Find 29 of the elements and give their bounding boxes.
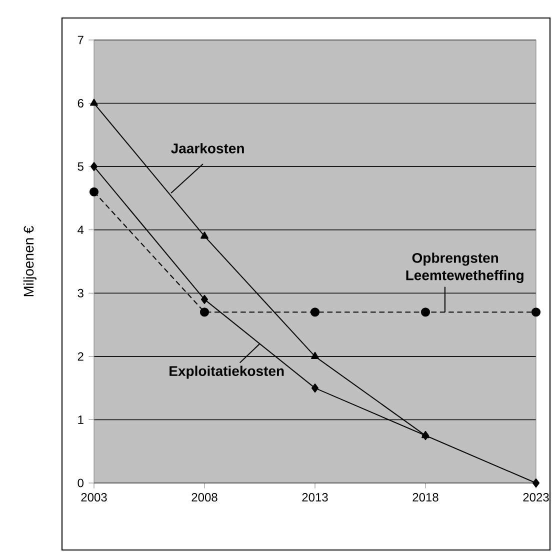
point bbox=[310, 308, 320, 317]
y-tick-label: 5 bbox=[78, 162, 84, 171]
point bbox=[90, 162, 98, 172]
point bbox=[200, 308, 210, 317]
point bbox=[531, 308, 541, 317]
y-tick-label: 0 bbox=[78, 478, 84, 488]
y-tick-label: 1 bbox=[78, 416, 84, 424]
series-label: Opbrengsten Leemtewetheffing bbox=[406, 252, 524, 284]
y-tick-label: 7 bbox=[78, 36, 84, 44]
point bbox=[420, 308, 430, 317]
x-tick-label: 2008 bbox=[192, 493, 218, 502]
point bbox=[311, 352, 319, 359]
point bbox=[200, 232, 208, 239]
y-tick-label: 4 bbox=[78, 226, 84, 234]
y-axis-title: Miljoenen € bbox=[23, 226, 36, 296]
x-tick-label: 2003 bbox=[81, 493, 107, 502]
point bbox=[532, 478, 540, 488]
x-tick-label: 2018 bbox=[412, 493, 438, 502]
point bbox=[89, 187, 99, 196]
y-tick-label: 6 bbox=[78, 99, 84, 108]
series-label: Jaarkosten bbox=[171, 143, 244, 154]
point bbox=[311, 384, 319, 393]
x-tick-label: 2013 bbox=[302, 493, 328, 502]
point bbox=[200, 294, 208, 304]
x-tick-label: 2023 bbox=[523, 493, 549, 502]
y-tick-label: 2 bbox=[78, 352, 84, 361]
point bbox=[90, 98, 98, 106]
legend-label: Exploitatiekosten bbox=[170, 366, 284, 379]
y-tick-label: 3 bbox=[78, 288, 84, 298]
